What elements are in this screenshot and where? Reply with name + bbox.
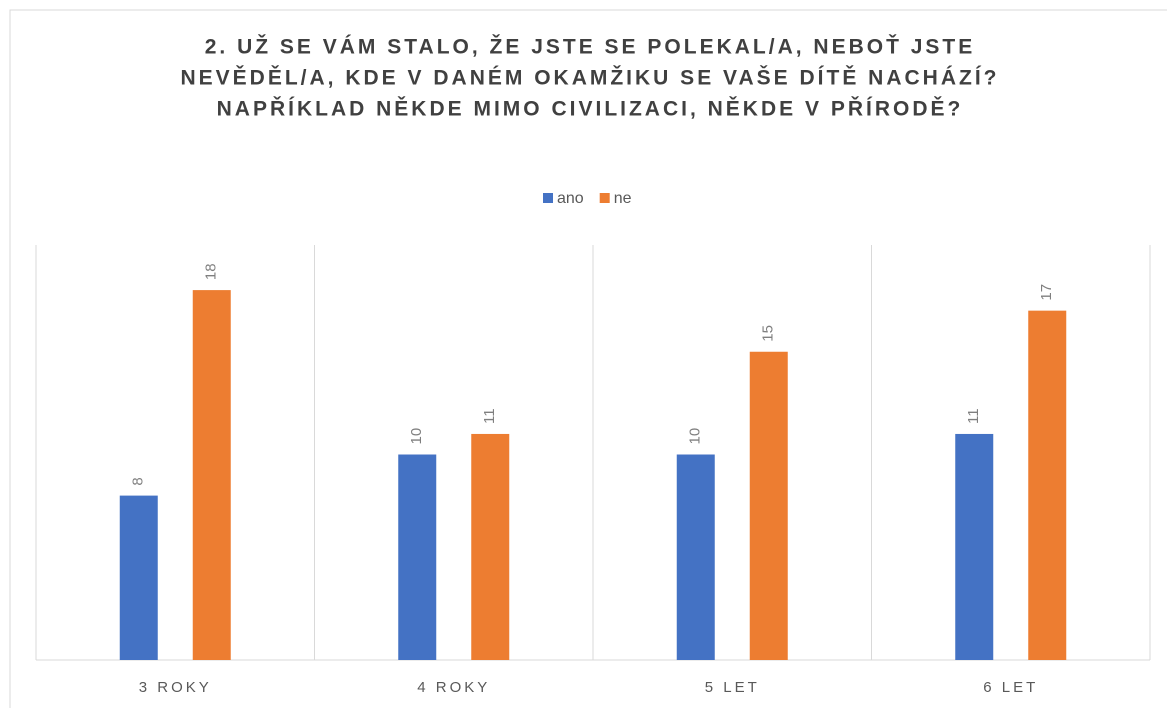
x-tick-label: 3 ROKY bbox=[139, 679, 212, 696]
data-label: 18 bbox=[203, 263, 220, 280]
chart-title: 2. UŽ SE VÁM STALO, ŽE JSTE SE POLEKAL/A… bbox=[205, 35, 976, 59]
data-label: 11 bbox=[965, 408, 982, 424]
chart-title: NAPŘÍKLAD NĚKDE MIMO CIVILIZACI, NĚKDE V… bbox=[217, 97, 964, 121]
legend-swatch bbox=[543, 193, 553, 203]
bar bbox=[749, 351, 788, 660]
x-tick-label: 4 ROKY bbox=[417, 679, 490, 696]
bar bbox=[192, 290, 231, 660]
x-tick-label: 5 LET bbox=[705, 679, 760, 696]
bar bbox=[1028, 310, 1067, 660]
data-label: 10 bbox=[687, 428, 704, 445]
legend-label: ano bbox=[557, 190, 584, 207]
legend-swatch bbox=[599, 193, 610, 203]
data-label: 17 bbox=[1038, 284, 1055, 301]
bar bbox=[119, 495, 158, 660]
data-label: 8 bbox=[130, 477, 147, 485]
bar bbox=[955, 433, 994, 660]
data-label: 15 bbox=[760, 325, 777, 342]
data-label: 10 bbox=[408, 428, 425, 445]
legend-label: ne bbox=[614, 190, 632, 207]
x-tick-label: 6 LET bbox=[983, 679, 1038, 696]
chart-title: NEVĚDĚL/A, KDE V DANÉM OKAMŽIKU SE VAŠE … bbox=[181, 66, 1000, 90]
bar bbox=[398, 454, 437, 660]
data-label: 11 bbox=[481, 408, 498, 424]
bar bbox=[471, 433, 510, 660]
bar bbox=[676, 454, 715, 660]
